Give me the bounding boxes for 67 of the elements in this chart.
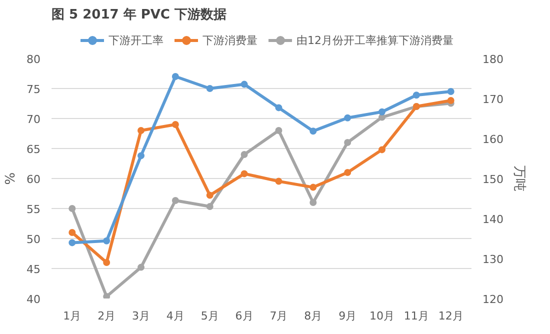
point [275, 127, 282, 134]
point [138, 264, 145, 271]
y2-tick-label: 160 [482, 133, 504, 146]
y2-axis-title: 万吨 [511, 166, 526, 192]
point [206, 85, 214, 92]
legend-label: 下游消费量 [202, 32, 258, 48]
x-tick-label: 12月 [438, 310, 464, 322]
y2-tick-label: 170 [482, 93, 504, 106]
legend-label: 下游开工率 [108, 32, 164, 48]
y-tick-label: 40 [26, 293, 41, 306]
y-tick-label: 80 [26, 53, 41, 66]
point [240, 151, 248, 158]
x-tick-label: 5月 [200, 310, 219, 322]
point [447, 88, 454, 95]
point [275, 178, 282, 185]
y2-tick-label: 180 [482, 53, 504, 66]
x-tick-label: 11月 [404, 310, 429, 322]
x-tick-label: 7月 [270, 310, 288, 322]
x-tick-label: 9月 [338, 310, 357, 322]
point [68, 229, 76, 236]
point [344, 139, 352, 146]
point [378, 108, 386, 116]
y2-tick-label: 150 [482, 173, 504, 186]
point [378, 114, 386, 121]
point [103, 293, 110, 298]
point [68, 239, 76, 246]
x-tick-label: 10月 [369, 310, 394, 322]
point [240, 170, 248, 178]
x-tick-label: 2月 [98, 310, 116, 322]
point [68, 205, 76, 212]
y-tick-label: 75 [26, 83, 41, 96]
y-tick-label: 55 [26, 203, 41, 216]
y2-tick-label: 120 [482, 293, 504, 306]
x-tick-label: 3月 [132, 310, 150, 322]
point [412, 92, 420, 99]
point [310, 184, 317, 191]
x-tick-label: 8月 [304, 310, 322, 322]
y-axis-title: % [4, 172, 19, 185]
y-tick-label: 45 [26, 263, 41, 276]
point [240, 80, 248, 88]
chart-title: 图 5 2017 年 PVC 下游数据 [52, 8, 226, 22]
point [172, 197, 179, 204]
x-tick-label: 4月 [166, 310, 184, 322]
point [138, 152, 145, 160]
point [344, 169, 352, 176]
y-tick-label: 65 [26, 143, 41, 156]
point [206, 203, 214, 210]
point [447, 97, 454, 104]
point [103, 259, 110, 266]
y2-tick-label: 130 [482, 253, 504, 266]
y-tick-label: 70 [26, 113, 41, 126]
y-tick-label: 50 [26, 233, 41, 246]
x-tick-label: 1月 [63, 310, 82, 322]
x-tick-label: 6月 [235, 310, 254, 322]
point [103, 237, 110, 244]
point [172, 73, 179, 80]
point [206, 192, 214, 199]
y2-tick-label: 140 [482, 213, 504, 226]
point [310, 128, 317, 135]
point [378, 146, 386, 154]
point [344, 114, 352, 122]
legend-label: 由12月份开工率推算下游消费量 [296, 32, 454, 48]
point [275, 104, 282, 112]
point [172, 121, 179, 128]
point [310, 199, 317, 206]
point [138, 127, 145, 134]
y-tick-label: 60 [26, 173, 41, 186]
